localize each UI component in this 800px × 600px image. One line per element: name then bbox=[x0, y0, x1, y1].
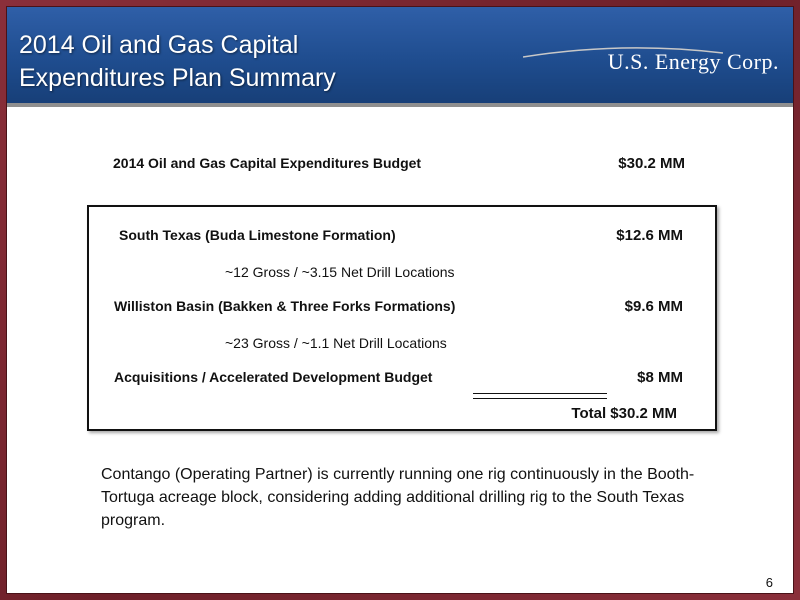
body-paragraph: Contango (Operating Partner) is currentl… bbox=[101, 466, 695, 529]
item-label: Williston Basin (Bakken & Three Forks Fo… bbox=[114, 298, 456, 314]
total-divider bbox=[473, 393, 607, 399]
company-logo: U.S. Energy Corp. bbox=[607, 49, 779, 74]
item-value: $8 MM bbox=[637, 369, 683, 386]
item-value: $12.6 MM bbox=[616, 227, 683, 244]
item-value: $9.6 MM bbox=[624, 298, 683, 315]
title-line-2: Expenditures Plan Summary bbox=[19, 64, 336, 92]
item-label: Acquisitions / Accelerated Development B… bbox=[114, 369, 433, 385]
slide-title: 2014 Oil and Gas Capital Expenditures Pl… bbox=[19, 29, 439, 95]
item-sub: ~23 Gross / ~1.1 Net Drill Locations bbox=[225, 335, 447, 351]
item-label: South Texas (Buda Limestone Formation) bbox=[119, 227, 396, 243]
logo-swoosh-icon bbox=[523, 47, 723, 58]
item-sub: ~12 Gross / ~3.15 Net Drill Locations bbox=[225, 264, 455, 280]
breakdown-box: South Texas (Buda Limestone Formation) $… bbox=[87, 205, 717, 431]
page-number: 6 bbox=[765, 575, 773, 590]
slide-header: 2014 Oil and Gas Capital Expenditures Pl… bbox=[7, 7, 793, 107]
budget-value: $30.2 MM bbox=[618, 155, 685, 172]
title-line-1: 2014 Oil and Gas Capital bbox=[19, 31, 299, 59]
slide: 2014 Oil and Gas Capital Expenditures Pl… bbox=[6, 6, 794, 594]
budget-label: 2014 Oil and Gas Capital Expenditures Bu… bbox=[113, 155, 422, 171]
total-value: Total $30.2 MM bbox=[571, 405, 677, 422]
